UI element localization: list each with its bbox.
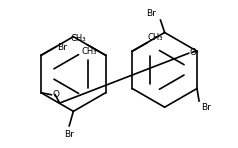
Text: CH₃: CH₃ <box>70 34 86 43</box>
Text: CH₃: CH₃ <box>82 47 97 56</box>
Text: CH₃: CH₃ <box>148 33 163 42</box>
Text: O: O <box>52 90 60 99</box>
Text: Br: Br <box>64 130 74 139</box>
Text: O: O <box>190 48 197 57</box>
Text: Br: Br <box>146 9 156 18</box>
Text: Br: Br <box>58 42 68 52</box>
Text: Br: Br <box>201 103 211 112</box>
